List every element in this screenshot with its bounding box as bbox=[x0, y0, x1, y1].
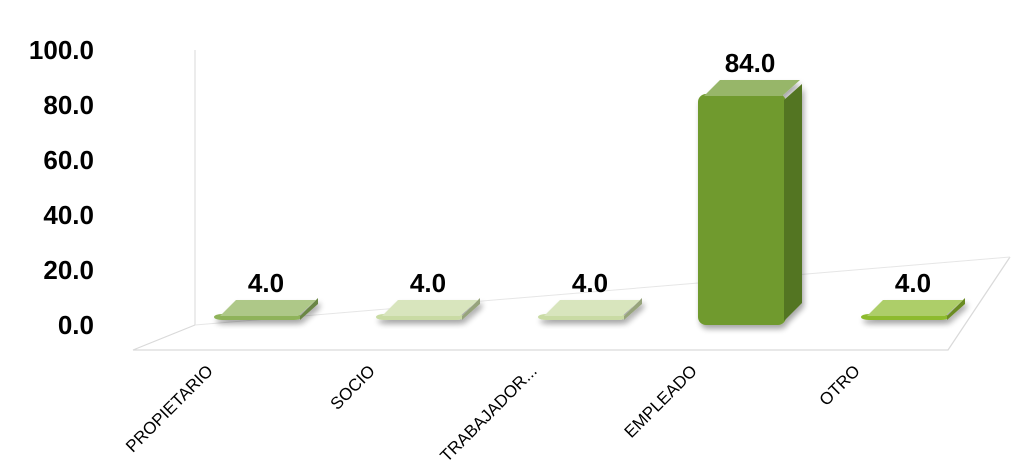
x-tick-label: TRABAJADOR... bbox=[437, 361, 541, 465]
x-tick-label: PROPIETARIO bbox=[122, 361, 217, 456]
data-label: 4.0 bbox=[248, 268, 284, 298]
bar-top bbox=[544, 300, 640, 316]
y-tick-label: 100.0 bbox=[29, 35, 94, 65]
y-tick-label: 40.0 bbox=[43, 200, 94, 230]
bar-top bbox=[220, 300, 316, 316]
chart-floor bbox=[132, 50, 1011, 351]
x-tick-label: OTRO bbox=[816, 361, 864, 409]
bar bbox=[214, 298, 318, 320]
data-label: 4.0 bbox=[572, 268, 608, 298]
x-axis: PROPIETARIO SOCIO TRABAJADOR... EMPLEADO OTR… bbox=[122, 361, 864, 465]
data-labels: 4.0 4.0 4.0 84.0 4.0 bbox=[248, 48, 931, 298]
y-tick-label: 80.0 bbox=[43, 90, 94, 120]
data-label: 84.0 bbox=[725, 48, 776, 78]
bar-side bbox=[462, 298, 480, 320]
bar-top bbox=[867, 300, 963, 316]
y-tick-label: 0.0 bbox=[58, 310, 94, 340]
bar-top bbox=[704, 80, 800, 96]
bar-front bbox=[698, 94, 786, 325]
bar-side bbox=[947, 298, 965, 320]
bar bbox=[376, 298, 480, 320]
y-tick-label: 60.0 bbox=[43, 145, 94, 175]
bar bbox=[861, 298, 965, 320]
data-label: 4.0 bbox=[895, 268, 931, 298]
bars bbox=[214, 80, 965, 325]
floor-back-edge bbox=[194, 256, 1011, 326]
x-tick-label: SOCIO bbox=[327, 361, 379, 413]
bar-side bbox=[624, 298, 642, 320]
y-tick-label: 20.0 bbox=[43, 255, 94, 285]
bar-side bbox=[300, 298, 318, 320]
floor-outline bbox=[132, 256, 1011, 351]
y-axis: 0.0 20.0 40.0 60.0 80.0 100.0 bbox=[29, 35, 94, 340]
x-tick-label: EMPLEADO bbox=[621, 361, 701, 441]
bar-top bbox=[382, 300, 478, 316]
bar bbox=[698, 80, 802, 325]
data-label: 4.0 bbox=[410, 268, 446, 298]
bar-side bbox=[784, 84, 802, 321]
bar bbox=[538, 298, 642, 320]
